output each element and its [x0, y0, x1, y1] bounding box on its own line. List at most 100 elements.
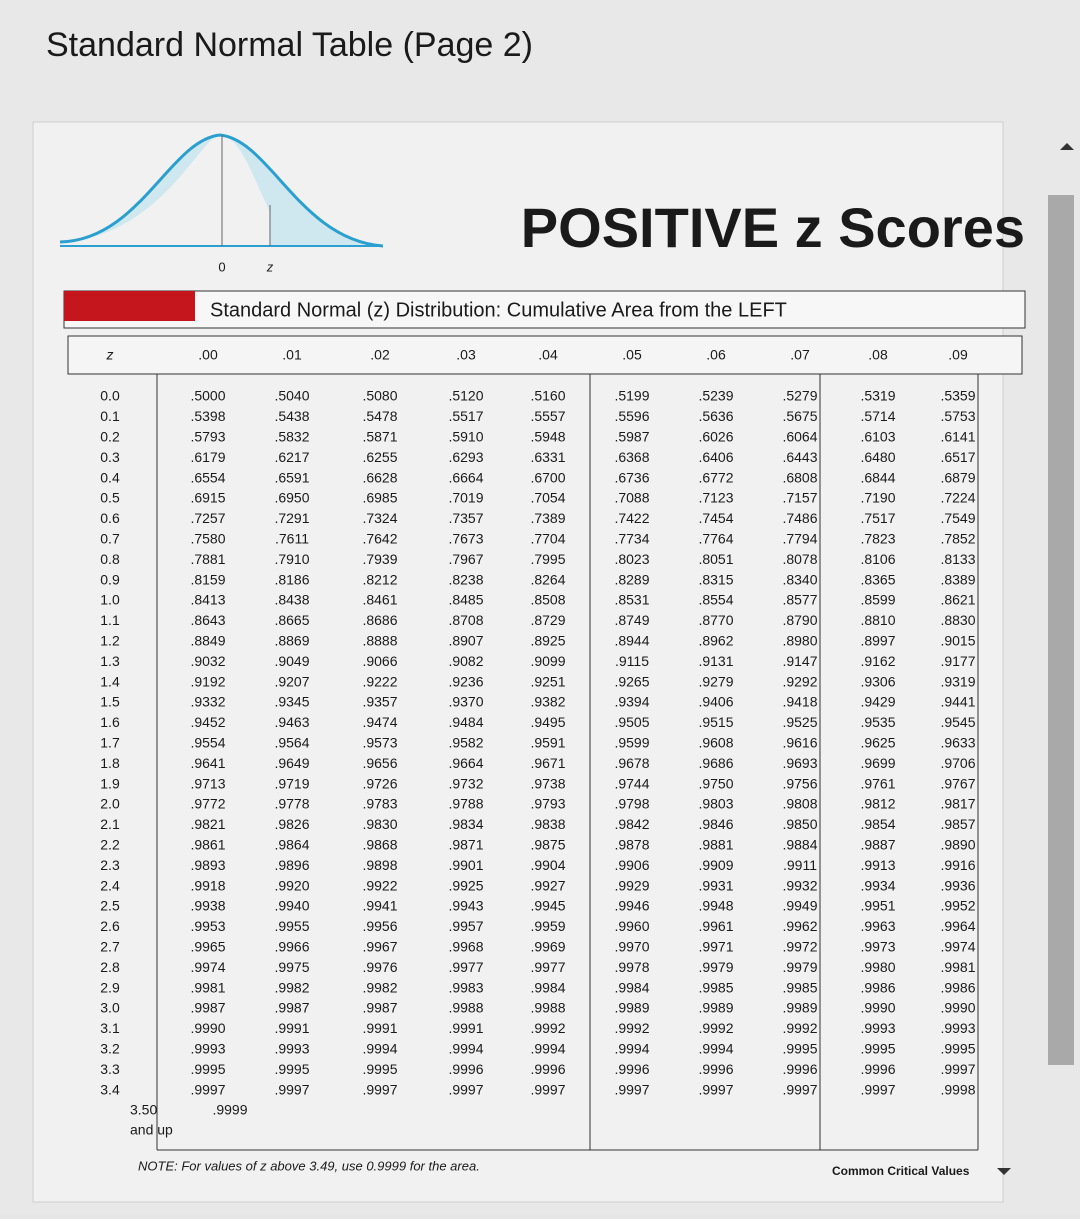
- cell-value: .6591: [274, 469, 309, 485]
- cell-value: .9987: [190, 1000, 225, 1016]
- cell-value: .9418: [782, 694, 817, 710]
- column-header: .05: [622, 347, 642, 363]
- graph-title: POSITIVE z Scores: [521, 196, 1025, 259]
- cell-value: .6664: [448, 469, 483, 485]
- cell-value: .9406: [698, 694, 733, 710]
- cell-value: .7611: [275, 531, 309, 547]
- cell-value: .9990: [860, 1000, 895, 1016]
- cell-value: .5596: [614, 408, 649, 424]
- cell-value: .7580: [190, 531, 225, 547]
- cell-value: .5398: [190, 408, 225, 424]
- cell-value: .9994: [698, 1041, 733, 1057]
- cell-value: .9986: [940, 979, 975, 995]
- cell-value: .9985: [698, 979, 733, 995]
- cell-value: .8186: [274, 571, 309, 587]
- cell-value: .9656: [362, 755, 397, 771]
- cell-value: .9564: [274, 735, 309, 751]
- cell-value: .9979: [782, 959, 817, 975]
- cell-value: .9959: [530, 918, 565, 934]
- cell-value: .7019: [448, 490, 483, 506]
- cell-value: .9783: [362, 796, 397, 812]
- cell-value: .9906: [614, 857, 649, 873]
- cell-value: .9857: [940, 816, 975, 832]
- cell-value: .6293: [448, 449, 483, 465]
- cell-value: .9956: [362, 918, 397, 934]
- cell-value: .8438: [274, 592, 309, 608]
- cell-value: .9948: [698, 898, 733, 914]
- cell-value: .9554: [190, 735, 225, 751]
- cell-value: .7881: [190, 551, 225, 567]
- cell-value: .9993: [940, 1020, 975, 1036]
- z-value: 0.8: [100, 551, 120, 567]
- cell-value: .9896: [274, 857, 309, 873]
- z-value: 0.0: [100, 388, 120, 404]
- cell-value: .9357: [362, 694, 397, 710]
- cell-value: .8577: [782, 592, 817, 608]
- cell-value: .9977: [448, 959, 483, 975]
- cell-value: .8023: [614, 551, 649, 567]
- cell-value: .7486: [782, 510, 817, 526]
- scrollbar[interactable]: [1048, 195, 1074, 1065]
- cell-value: .9292: [782, 673, 817, 689]
- cell-value: .9925: [448, 877, 483, 893]
- cell-value: .9495: [530, 714, 565, 730]
- cell-value: .9772: [190, 796, 225, 812]
- cell-value: .6985: [362, 490, 397, 506]
- cell-value: .5675: [782, 408, 817, 424]
- cell-value: .9382: [530, 694, 565, 710]
- critical-values-link[interactable]: Common Critical Values: [832, 1164, 970, 1178]
- cell-value: .7088: [614, 490, 649, 506]
- scroll-down[interactable]: [997, 1168, 1011, 1175]
- cell-value: .9484: [448, 714, 483, 730]
- cell-value: .8078: [782, 551, 817, 567]
- cell-value: .6331: [530, 449, 565, 465]
- cell-value: .9994: [614, 1041, 649, 1057]
- cell-value: .9871: [448, 837, 483, 853]
- cell-value: .7324: [362, 510, 397, 526]
- cell-value: .7939: [362, 551, 397, 567]
- origin-label: 0: [218, 259, 225, 274]
- cell-value: .9970: [614, 939, 649, 955]
- cell-value: .8944: [614, 633, 649, 649]
- cell-value: .5478: [362, 408, 397, 424]
- cell-value: .9938: [190, 898, 225, 914]
- cell-value: .9955: [274, 918, 309, 934]
- cell-value: .7389: [530, 510, 565, 526]
- cell-value: .8413: [190, 592, 225, 608]
- note: NOTE: For values of z above 3.49, use 0.…: [138, 1158, 480, 1173]
- cell-value: .9992: [530, 1020, 565, 1036]
- cell-value: .7357: [448, 510, 483, 526]
- cell-value: .9965: [190, 939, 225, 955]
- cell-value: .9992: [614, 1020, 649, 1036]
- cell-value: .9671: [530, 755, 565, 771]
- cell-value: .6628: [362, 469, 397, 485]
- cell-value: .9994: [448, 1041, 483, 1057]
- cell-value: .9838: [530, 816, 565, 832]
- column-header: .04: [538, 347, 558, 363]
- cell-value: .9972: [782, 939, 817, 955]
- scroll-up[interactable]: [1060, 143, 1074, 150]
- cell-value: .8729: [530, 612, 565, 628]
- cell-value: .6700: [530, 469, 565, 485]
- z-value: 1.4: [100, 673, 120, 689]
- cell-value: .9898: [362, 857, 397, 873]
- z-value: 1.5: [100, 694, 120, 710]
- cell-value: .9767: [940, 775, 975, 791]
- cell-value: .9989: [782, 1000, 817, 1016]
- cell-value: .9641: [190, 755, 225, 771]
- cell-value: .9817: [940, 796, 975, 812]
- page-title: Standard Normal Table (Page 2): [46, 26, 533, 64]
- cell-value: .7764: [698, 531, 733, 547]
- cell-value: .9976: [362, 959, 397, 975]
- cell-value: .8925: [530, 633, 565, 649]
- cell-value: .9960: [614, 918, 649, 934]
- cell-value: .9934: [860, 877, 895, 893]
- z-label: z: [266, 259, 274, 274]
- cell-value: .9929: [614, 877, 649, 893]
- column-header: z: [106, 347, 114, 363]
- cell-value: .9997: [614, 1081, 649, 1097]
- z-value: 2.9: [100, 979, 120, 995]
- cell-value: .9788: [448, 796, 483, 812]
- z-value: 3.1: [100, 1020, 120, 1036]
